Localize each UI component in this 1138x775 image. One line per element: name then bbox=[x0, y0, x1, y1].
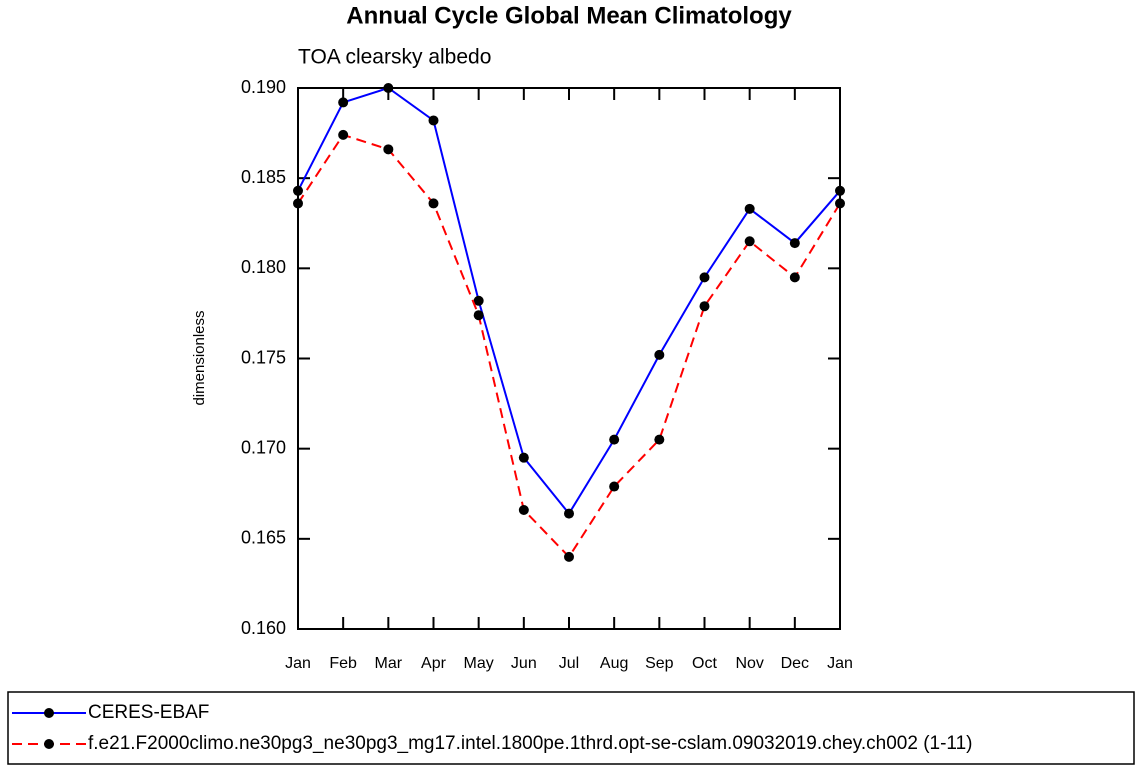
x-tick-label: Sep bbox=[645, 655, 674, 672]
data-point bbox=[744, 236, 755, 247]
data-point bbox=[609, 434, 620, 445]
y-axis-label: dimensionless bbox=[191, 310, 208, 405]
y-tick-label: 0.180 bbox=[241, 257, 286, 277]
data-point bbox=[789, 272, 800, 283]
y-tick-label: 0.165 bbox=[241, 528, 286, 548]
data-point bbox=[744, 203, 755, 214]
x-tick-label: Jan bbox=[827, 655, 853, 672]
data-point bbox=[609, 481, 620, 492]
y-tick-label: 0.170 bbox=[241, 437, 286, 457]
legend-marker bbox=[44, 739, 54, 749]
x-tick-label: Oct bbox=[692, 655, 717, 672]
data-point bbox=[338, 129, 349, 140]
data-point bbox=[338, 97, 349, 108]
data-point bbox=[518, 504, 529, 515]
legend-marker bbox=[44, 708, 54, 718]
x-tick-label: Jan bbox=[285, 655, 311, 672]
data-point bbox=[654, 349, 665, 360]
chart-title: Annual Cycle Global Mean Climatology bbox=[346, 2, 792, 29]
x-tick-label: Jun bbox=[511, 655, 537, 672]
data-point bbox=[835, 198, 845, 209]
x-tick-label: Aug bbox=[600, 655, 628, 672]
x-tick-label: Apr bbox=[421, 655, 447, 672]
data-point bbox=[564, 508, 574, 519]
x-tick-label: Feb bbox=[329, 655, 357, 672]
data-point bbox=[564, 551, 574, 562]
legend-box bbox=[7, 691, 1135, 765]
plot-frame bbox=[297, 87, 841, 630]
data-point bbox=[428, 198, 439, 209]
data-point bbox=[518, 452, 529, 463]
data-point bbox=[383, 144, 394, 155]
x-tick-label: Nov bbox=[735, 655, 763, 672]
x-tick-label: Mar bbox=[375, 655, 403, 672]
y-tick-label: 0.190 bbox=[241, 77, 286, 97]
data-point bbox=[835, 185, 845, 196]
data-point bbox=[699, 301, 710, 312]
series-line bbox=[297, 133, 841, 559]
data-point bbox=[428, 115, 439, 126]
data-point bbox=[473, 295, 484, 306]
x-tick-label: Jul bbox=[559, 655, 579, 672]
series-line bbox=[297, 86, 841, 516]
data-point bbox=[293, 198, 303, 209]
legend-label: f.e21.F2000climo.ne30pg3_ne30pg3_mg17.in… bbox=[88, 733, 972, 754]
x-tick-label: May bbox=[464, 655, 494, 672]
y-tick-label: 0.160 bbox=[241, 618, 286, 638]
data-point bbox=[293, 185, 303, 196]
data-point bbox=[699, 272, 710, 283]
data-point bbox=[789, 238, 800, 249]
x-tick-label: Dec bbox=[781, 655, 809, 672]
legend-label: CERES-EBAF bbox=[88, 702, 209, 723]
data-point bbox=[654, 434, 665, 445]
y-tick-label: 0.175 bbox=[241, 347, 286, 367]
chart-subtitle: TOA clearsky albedo bbox=[298, 46, 491, 69]
y-tick-label: 0.185 bbox=[241, 167, 286, 187]
data-point bbox=[473, 310, 484, 321]
data-point bbox=[383, 83, 394, 93]
